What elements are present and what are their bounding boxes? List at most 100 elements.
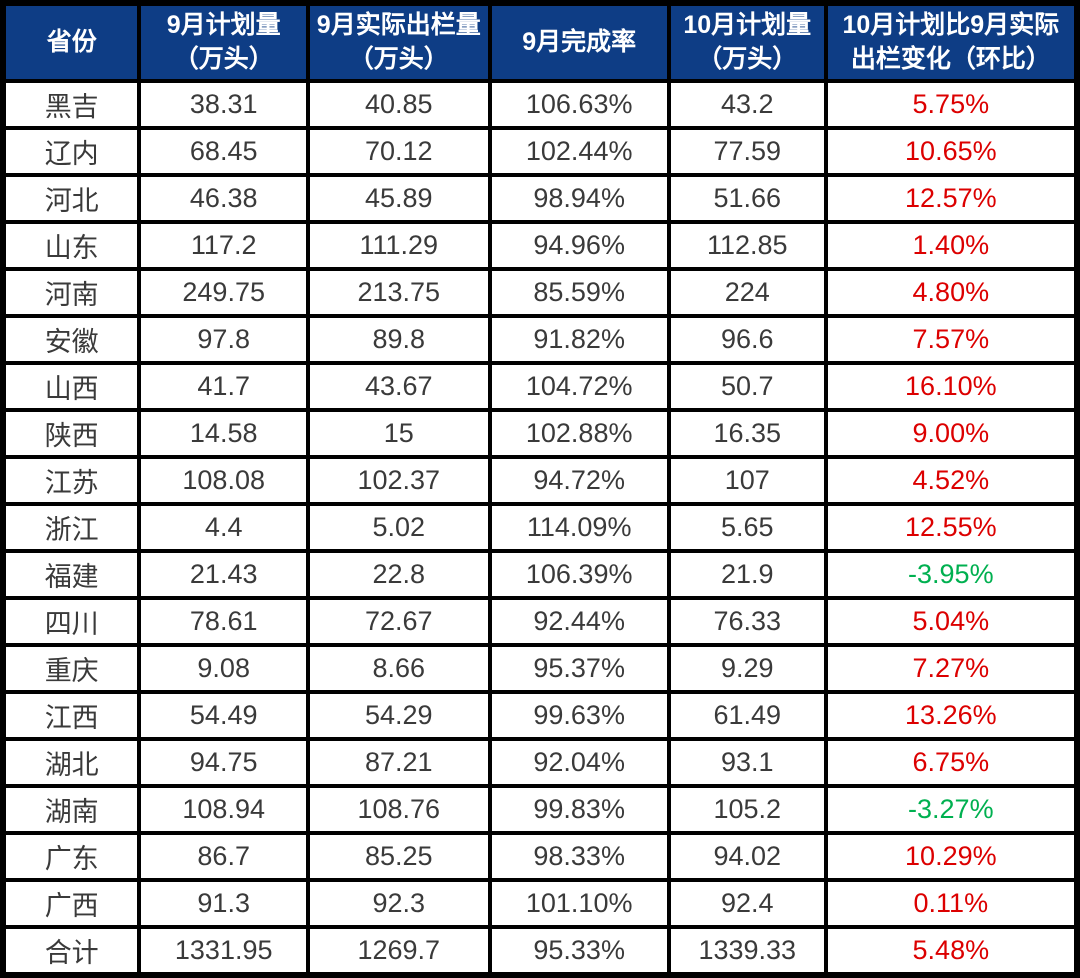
cell-oct-change: 4.80%: [823, 267, 1080, 318]
cell-sep-completion: 92.04%: [487, 737, 671, 788]
cell-oct-plan: 61.49: [666, 690, 828, 741]
cell-sep-plan: 54.49: [137, 690, 310, 741]
cell-oct-change: 0.11%: [823, 878, 1080, 929]
cell-sep-completion: 91.82%: [487, 314, 671, 365]
cell-sep-actual: 22.8: [306, 549, 492, 600]
cell-sep-completion: 85.59%: [487, 267, 671, 318]
table-row: 山西 41.7 43.67 104.72% 50.7 16.10%: [0, 361, 1080, 412]
cell-sep-completion: 94.96%: [487, 220, 671, 271]
table-row: 河北 46.38 45.89 98.94% 51.66 12.57%: [0, 173, 1080, 224]
cell-province: 湖南: [0, 784, 142, 835]
cell-sep-completion: 101.10%: [487, 878, 671, 929]
cell-oct-plan: 16.35: [666, 408, 828, 459]
cell-oct-plan: 21.9: [666, 549, 828, 600]
cell-sep-completion: 99.83%: [487, 784, 671, 835]
cell-province: 山东: [0, 220, 142, 271]
cell-sep-completion: 102.44%: [487, 126, 671, 177]
cell-sep-actual: 87.21: [306, 737, 492, 788]
col-header-province: 省份: [0, 1, 142, 83]
table-row: 辽内 68.45 70.12 102.44% 77.59 10.65%: [0, 126, 1080, 177]
cell-province: 安徽: [0, 314, 142, 365]
cell-sep-actual: 45.89: [306, 173, 492, 224]
table-body: 黑吉 38.31 40.85 106.63% 43.2 5.75% 辽内 68.45 70.12…: [0, 79, 1080, 977]
cell-province: 浙江: [0, 502, 142, 553]
cell-oct-plan: 92.4: [666, 878, 828, 929]
table-row: 广西 91.3 92.3 101.10% 92.4 0.11%: [0, 878, 1080, 929]
cell-oct-plan: 224: [666, 267, 828, 318]
cell-oct-plan: 76.33: [666, 596, 828, 647]
col-header-sep-plan: 9月计划量 （万头）: [137, 1, 310, 83]
table-header: 省份 9月计划量 （万头） 9月实际出栏量 （万头） 9月完成率 10月计划量 （万头） 10月…: [0, 1, 1080, 83]
cell-oct-plan: 43.2: [666, 79, 828, 130]
table-row: 湖北 94.75 87.21 92.04% 93.1 6.75%: [0, 737, 1080, 788]
table-row: 浙江 4.4 5.02 114.09% 5.65 12.55%: [0, 502, 1080, 553]
cell-sep-completion: 106.39%: [487, 549, 671, 600]
cell-oct-plan: 96.6: [666, 314, 828, 365]
cell-province: 河南: [0, 267, 142, 318]
table-row: 山东 117.2 111.29 94.96% 112.85 1.40%: [0, 220, 1080, 271]
cell-oct-change: 12.57%: [823, 173, 1080, 224]
cell-sep-actual: 102.37: [306, 455, 492, 506]
col-header-sep-completion: 9月完成率: [487, 1, 671, 83]
cell-sep-plan: 108.94: [137, 784, 310, 835]
cell-sep-actual: 85.25: [306, 831, 492, 882]
table-row: 陕西 14.58 15 102.88% 16.35 9.00%: [0, 408, 1080, 459]
table-row: 广东 86.7 85.25 98.33% 94.02 10.29%: [0, 831, 1080, 882]
cell-sep-plan: 21.43: [137, 549, 310, 600]
cell-province: 湖北: [0, 737, 142, 788]
cell-sep-actual: 40.85: [306, 79, 492, 130]
cell-oct-plan: 50.7: [666, 361, 828, 412]
cell-province: 江西: [0, 690, 142, 741]
cell-sep-actual: 92.3: [306, 878, 492, 929]
cell-oct-change: 13.26%: [823, 690, 1080, 741]
table-row: 江苏 108.08 102.37 94.72% 107 4.52%: [0, 455, 1080, 506]
cell-oct-plan: 1339.33: [666, 925, 828, 977]
cell-sep-plan: 94.75: [137, 737, 310, 788]
cell-province: 广东: [0, 831, 142, 882]
cell-province: 福建: [0, 549, 142, 600]
table-header-row: 省份 9月计划量 （万头） 9月实际出栏量 （万头） 9月完成率 10月计划量 （万头） 10月…: [0, 1, 1080, 83]
cell-sep-plan: 14.58: [137, 408, 310, 459]
cell-province: 陕西: [0, 408, 142, 459]
cell-sep-plan: 86.7: [137, 831, 310, 882]
cell-sep-actual: 89.8: [306, 314, 492, 365]
cell-sep-actual: 111.29: [306, 220, 492, 271]
table-row-total: 合计 1331.95 1269.7 95.33% 1339.33 5.48%: [0, 925, 1080, 977]
cell-sep-actual: 108.76: [306, 784, 492, 835]
cell-oct-plan: 112.85: [666, 220, 828, 271]
cell-sep-plan: 38.31: [137, 79, 310, 130]
cell-sep-completion: 99.63%: [487, 690, 671, 741]
cell-sep-actual: 8.66: [306, 643, 492, 694]
cell-sep-completion: 95.37%: [487, 643, 671, 694]
cell-oct-change: -3.95%: [823, 549, 1080, 600]
cell-sep-plan: 41.7: [137, 361, 310, 412]
cell-sep-actual: 54.29: [306, 690, 492, 741]
cell-sep-plan: 249.75: [137, 267, 310, 318]
cell-sep-actual: 72.67: [306, 596, 492, 647]
cell-sep-completion: 102.88%: [487, 408, 671, 459]
cell-oct-change: 10.29%: [823, 831, 1080, 882]
cell-oct-change: 10.65%: [823, 126, 1080, 177]
cell-oct-plan: 93.1: [666, 737, 828, 788]
table-row: 黑吉 38.31 40.85 106.63% 43.2 5.75%: [0, 79, 1080, 130]
table-row: 安徽 97.8 89.8 91.82% 96.6 7.57%: [0, 314, 1080, 365]
cell-oct-change: 1.40%: [823, 220, 1080, 271]
cell-sep-plan: 91.3: [137, 878, 310, 929]
cell-province: 重庆: [0, 643, 142, 694]
cell-oct-change: 7.27%: [823, 643, 1080, 694]
table-row: 重庆 9.08 8.66 95.37% 9.29 7.27%: [0, 643, 1080, 694]
cell-sep-plan: 9.08: [137, 643, 310, 694]
cell-sep-plan: 78.61: [137, 596, 310, 647]
cell-province: 辽内: [0, 126, 142, 177]
cell-sep-actual: 15: [306, 408, 492, 459]
table-row: 江西 54.49 54.29 99.63% 61.49 13.26%: [0, 690, 1080, 741]
cell-province: 山西: [0, 361, 142, 412]
cell-sep-plan: 108.08: [137, 455, 310, 506]
col-header-sep-actual: 9月实际出栏量 （万头）: [306, 1, 492, 83]
cell-sep-plan: 117.2: [137, 220, 310, 271]
cell-sep-completion: 98.94%: [487, 173, 671, 224]
cell-province: 河北: [0, 173, 142, 224]
cell-sep-actual: 70.12: [306, 126, 492, 177]
